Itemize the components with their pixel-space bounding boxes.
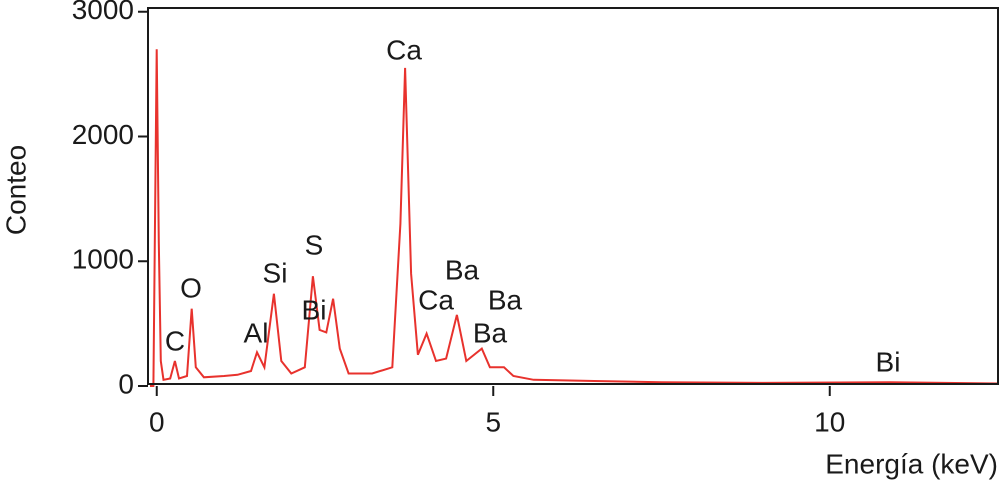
- y-tick-label: 3000: [72, 0, 134, 25]
- peak-label: Bi: [302, 294, 327, 325]
- x-tick-label: 0: [149, 406, 165, 437]
- peak-label: C: [165, 325, 185, 356]
- peak-label: Si: [263, 257, 288, 288]
- peak-label: Al: [244, 317, 269, 348]
- peak-label: Ca: [386, 34, 422, 65]
- x-axis-label: Energía (keV): [825, 448, 998, 479]
- y-tick-label: 1000: [72, 244, 134, 275]
- peak-label: O: [180, 272, 202, 303]
- peak-label: S: [305, 229, 324, 260]
- y-axis-label: Conteo: [0, 145, 31, 235]
- peak-label: Ba: [488, 284, 523, 315]
- spectrum-line: [150, 49, 999, 387]
- y-tick-label: 0: [118, 368, 134, 399]
- x-tick-label: 5: [485, 406, 501, 437]
- x-tick-label: 10: [814, 406, 845, 437]
- peak-label: Bi: [876, 346, 901, 377]
- peak-label: Ca: [418, 284, 454, 315]
- peak-label: Ba: [445, 254, 480, 285]
- plot-frame: [147, 7, 999, 385]
- y-tick-label: 2000: [72, 119, 134, 150]
- peak-label: Ba: [473, 317, 508, 348]
